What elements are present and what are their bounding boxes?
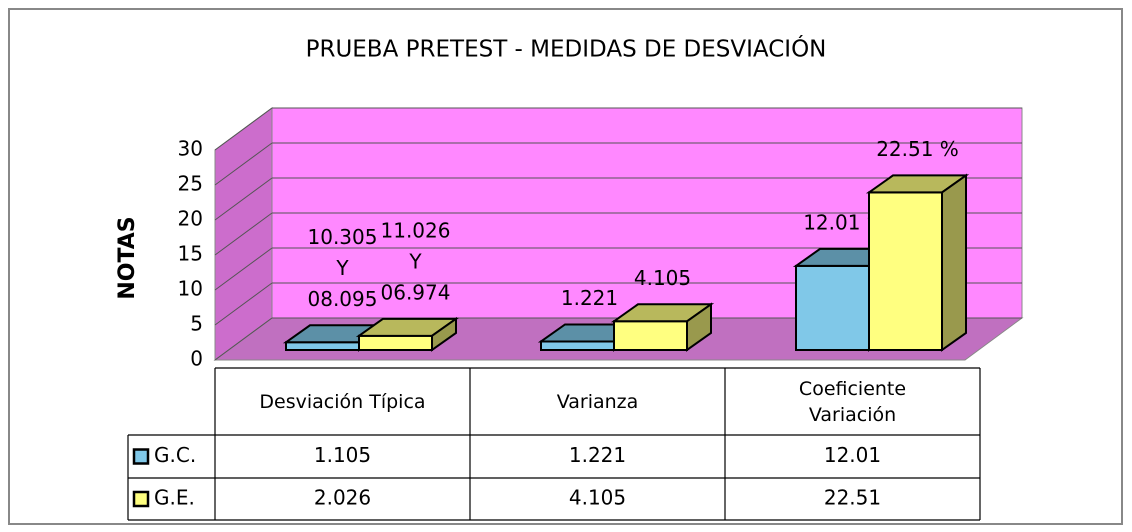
y-tick-label: 10 xyxy=(178,277,203,301)
category-label: Desviación Típica xyxy=(259,390,426,413)
table-value: 12.01 xyxy=(824,443,881,467)
table-value: 1.105 xyxy=(314,443,371,467)
y-axis-label: NOTAS xyxy=(115,216,140,299)
category-label: Varianza xyxy=(556,390,639,413)
grid-line xyxy=(214,247,273,291)
legend-label: G.E. xyxy=(154,486,195,510)
table-value: 22.51 xyxy=(824,486,881,510)
bar-front xyxy=(868,191,943,351)
bar-front xyxy=(795,264,870,351)
data-label: 1.221 xyxy=(561,286,618,310)
grid-line xyxy=(214,142,273,186)
bar-front xyxy=(358,334,433,351)
y-tick-label: 20 xyxy=(178,207,203,231)
grid-line xyxy=(214,282,273,326)
y-tick-label: 15 xyxy=(178,242,203,266)
table-value: 1.221 xyxy=(569,443,626,467)
bar-front xyxy=(540,340,615,352)
table-value: 2.026 xyxy=(314,486,371,510)
bar-side xyxy=(431,316,457,352)
grid-line xyxy=(214,317,273,361)
y-tick-label: 30 xyxy=(178,137,203,161)
grid-line xyxy=(214,177,273,221)
annotation: Y xyxy=(408,249,422,273)
chart-title: PRUEBA PRETEST - MEDIDAS DE DESVIACIÓN xyxy=(306,35,827,63)
y-tick-label: 5 xyxy=(190,312,203,336)
bar-front xyxy=(285,341,360,352)
bar-side xyxy=(686,302,712,352)
annotation: 10.305 xyxy=(308,225,378,249)
grid-line xyxy=(214,107,273,151)
annotation: 08.095 xyxy=(308,287,378,311)
data-label: 4.105 xyxy=(634,266,691,290)
table-value: 4.105 xyxy=(569,486,626,510)
y-tick-label: 25 xyxy=(178,172,203,196)
bar-side xyxy=(941,173,967,352)
category-label: Coeficiente Variación xyxy=(798,377,907,426)
annotation: 11.026 xyxy=(381,218,451,242)
legend-marker xyxy=(132,448,150,465)
annotation: 06.974 xyxy=(381,280,451,304)
data-label: 22.51 % xyxy=(876,137,959,161)
bar-front xyxy=(613,320,688,352)
grid-line xyxy=(214,212,273,256)
annotation: Y xyxy=(335,256,349,280)
y-tick-label: 0 xyxy=(190,347,203,371)
legend-marker xyxy=(132,490,150,508)
legend-label: G.C. xyxy=(154,443,196,467)
